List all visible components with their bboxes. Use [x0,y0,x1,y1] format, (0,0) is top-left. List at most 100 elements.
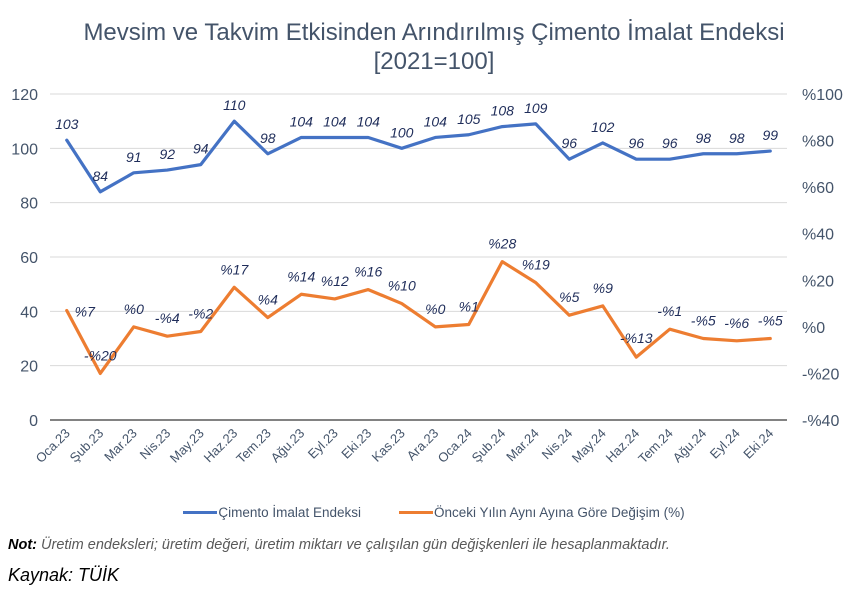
data-label: 91 [126,149,142,165]
data-labels: 103 84 91 92 94 110 98 104 104 104 100 104 105 108 109… [55,97,783,363]
data-label: %1 [459,299,479,315]
data-label: 103 [55,116,79,132]
left-axis-tick-label: 100 [11,141,38,158]
data-label: -%4 [155,310,180,326]
data-label: 96 [628,135,644,151]
legend-swatch-orange-icon [398,511,433,514]
data-label: 104 [424,113,448,129]
right-axis-tick-label: %0 [802,320,825,337]
series-lines [65,119,772,376]
data-label: %16 [354,264,382,280]
data-label: -%1 [657,303,682,319]
right-axis-tick-label: -%40 [802,413,839,430]
data-label: -%5 [691,313,716,329]
x-axis-tick-label: Eyl.24 [707,426,743,462]
data-label: 94 [193,141,209,157]
data-label: %7 [75,304,96,320]
line-chart: 0 20 40 60 80 100 120 -%40 -%20 %0 %20 %40 %60 %80 %1… [11,87,843,467]
data-label: %0 [425,301,445,317]
x-axis-tick-label: Tem.23 [233,426,274,467]
data-label: %19 [522,257,550,273]
note-text: Üretim endeksleri; üretim değeri, üretim… [37,537,670,553]
data-label: 96 [561,135,577,151]
legend-item-change[interactable]: Önceki Yılın Aynı Ayına Göre Değişim (%) [398,505,685,520]
left-axis-tick-label: 0 [29,413,38,430]
note: Not: Üretim endeksleri; üretim değeri, ü… [8,537,670,553]
right-axis-ticks: -%40 -%20 %0 %20 %40 %60 %80 %100 [802,87,843,430]
legend: Çimento İmalat Endeksi Önceki Yılın Aynı… [0,505,868,520]
x-axis-tick-label: Eki.23 [338,426,374,462]
right-axis-tick-label: %80 [802,134,834,151]
x-axis-tick-label: May.24 [569,426,609,466]
data-label: 92 [159,146,175,162]
x-axis-tick-label: Şub.23 [67,426,107,466]
data-label: 104 [290,113,314,129]
data-label: 96 [662,135,678,151]
left-axis-ticks: 0 20 40 60 80 100 120 [11,87,38,430]
right-axis-tick-label: %100 [802,87,843,104]
x-axis-tick-label: Eyl.23 [305,426,341,462]
data-label: -%13 [620,330,653,346]
data-label: 110 [223,97,246,113]
data-label: 108 [491,103,515,119]
legend-item-index[interactable]: Çimento İmalat Endeksi [183,505,361,520]
data-label: -%5 [758,313,783,329]
right-axis-tick-label: %60 [802,180,834,197]
right-axis-tick-label: -%20 [802,366,839,383]
data-label: 102 [591,119,615,135]
data-label: %10 [388,278,416,294]
x-axis-tick-label: Haz.24 [603,426,643,466]
data-label: 99 [762,127,778,143]
data-label: 98 [695,130,711,146]
data-label: 84 [92,168,108,184]
right-axis-tick-label: %20 [802,273,834,290]
data-label: 100 [390,124,414,140]
index-series-line [65,119,772,194]
left-axis-tick-label: 40 [20,304,38,321]
data-label: 98 [729,130,745,146]
data-label: -%20 [84,347,117,363]
left-axis-tick-label: 80 [20,196,38,213]
gridlines [50,93,787,421]
change-series-line [65,260,772,376]
x-axis-tick-label: Haz.23 [201,426,241,466]
x-axis-ticks: Oca.23Şub.23Mar.23Nis.23May.23Haz.23Tem.… [33,426,777,467]
data-label: 109 [524,100,548,116]
right-axis-tick-label: %40 [802,227,834,244]
data-label: 104 [357,113,381,129]
left-axis-tick-label: 120 [11,87,38,104]
data-label: %0 [124,301,144,317]
x-axis-tick-label: Ağu.23 [268,426,308,466]
x-axis-tick-label: Mar.23 [101,426,140,465]
source: Kaynak: TÜİK [8,565,120,585]
x-axis-tick-label: Kas.23 [369,426,408,465]
x-axis-tick-label: Şub.24 [469,426,509,466]
data-label: %28 [488,236,516,252]
x-axis-tick-label: Eki.24 [740,426,776,462]
data-label: -%2 [188,306,213,322]
data-label: 98 [260,130,276,146]
legend-label-change: Önceki Yılın Aynı Ayına Göre Değişim (%) [433,505,685,520]
data-label: 105 [457,111,481,127]
x-axis-tick-label: Ağu.24 [670,426,710,466]
data-label: %17 [220,261,249,277]
data-label: %14 [287,268,315,284]
x-axis-tick-label: Mar.24 [503,426,542,465]
x-axis-tick-label: Tem.24 [635,426,676,467]
chart-subtitle: [2021=100] [373,48,495,75]
chart-title: Mevsim ve Takvim Etkisinden Arındırılmış… [83,19,785,46]
left-axis-tick-label: 60 [20,250,38,267]
data-label: %12 [321,273,349,289]
data-label: %5 [559,289,579,305]
legend-swatch-blue-icon [183,511,218,514]
left-axis-tick-label: 20 [20,359,38,376]
data-label: -%6 [724,315,749,331]
x-axis-tick-label: Oca.23 [33,426,73,466]
data-label: %4 [258,292,278,308]
x-axis-tick-label: May.23 [167,426,207,466]
data-label: 104 [323,113,347,129]
x-axis-tick-label: Oca.24 [435,426,475,466]
data-label: %9 [593,280,613,296]
legend-label-index: Çimento İmalat Endeksi [218,505,361,520]
note-label: Not: [8,537,37,553]
